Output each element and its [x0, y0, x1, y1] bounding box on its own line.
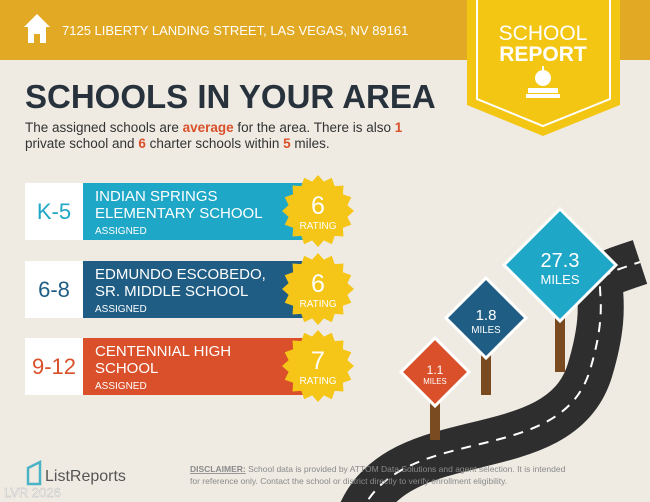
- disclaimer: for reference only. Contact the school o…: [190, 476, 507, 486]
- road-line: [365, 261, 641, 502]
- grade: 9-12: [32, 354, 76, 379]
- intro-text: charter schools within: [146, 136, 283, 151]
- intro-text: The assigned schools are: [25, 120, 183, 135]
- sign: [398, 335, 472, 409]
- address: 7125 LIBERTY LANDING STREET, LAS VEGAS, …: [62, 23, 408, 38]
- distance-unit: MILES: [540, 272, 579, 287]
- sign: [501, 206, 619, 324]
- badge-line: REPORT: [499, 43, 587, 66]
- school-bar: [83, 261, 305, 318]
- distance: 1.1: [427, 363, 444, 377]
- intro-highlight: 6: [138, 136, 146, 151]
- school-status: ASSIGNED: [95, 304, 147, 315]
- school-bar: [83, 183, 305, 240]
- grade: 6-8: [38, 277, 70, 302]
- rating-label: RATING: [299, 221, 336, 232]
- school-name: INDIAN SPRINGS: [95, 188, 218, 205]
- distance-unit: MILES: [471, 325, 501, 336]
- intro-text: miles.: [291, 136, 330, 151]
- rating-label: RATING: [299, 299, 336, 310]
- intro-text: for the area. There is also: [234, 120, 395, 135]
- title: SCHOOLS IN YOUR AREA: [25, 78, 436, 115]
- distance: 1.8: [476, 307, 497, 324]
- watermark: LVR 2026: [4, 485, 61, 500]
- rating-burst: [282, 253, 354, 325]
- intro-text: private school and: [25, 136, 138, 151]
- school-name: CENTENNIAL HIGH: [95, 343, 231, 360]
- distance: 27.3: [541, 250, 580, 272]
- school-status: ASSIGNED: [95, 226, 147, 237]
- apple-book-icon: [526, 66, 560, 98]
- sign: [443, 275, 529, 361]
- grade-box: [25, 338, 83, 395]
- grade: K-5: [37, 199, 71, 224]
- badge-outline: [476, 0, 611, 128]
- rating-burst: [282, 175, 354, 247]
- school-name: SR. MIDDLE SCHOOL: [95, 283, 248, 300]
- school-name: SCHOOL: [95, 360, 158, 377]
- home-icon: [24, 14, 50, 43]
- badge-line: SCHOOL: [499, 22, 588, 45]
- rating: 7: [311, 347, 325, 375]
- disclaimer-label: DISCLAIMER:: [190, 464, 246, 474]
- intro-highlight: 5: [283, 136, 291, 151]
- disclaimer: DISCLAIMER: School data is provided by A…: [190, 464, 566, 474]
- intro-highlight: 1: [395, 120, 403, 135]
- brand: ListReports: [45, 468, 126, 485]
- school-name: ELEMENTARY SCHOOL: [95, 205, 263, 222]
- school-name: EDMUNDO ESCOBEDO,: [95, 266, 266, 283]
- intro-line: The assigned schools are average for the…: [25, 120, 403, 135]
- grade-box: [25, 183, 83, 240]
- rating: 6: [311, 192, 325, 220]
- rating-burst: [282, 330, 354, 402]
- school-bar: [83, 338, 305, 395]
- distance-unit: MILES: [423, 377, 446, 386]
- intro-line: private school and 6 charter schools wit…: [25, 136, 330, 151]
- rating: 6: [311, 270, 325, 298]
- disclaimer-text: School data is provided by ATTOM Data So…: [246, 464, 566, 474]
- school-status: ASSIGNED: [95, 381, 147, 392]
- brand-logo: [26, 459, 42, 486]
- grade-box: [25, 261, 83, 318]
- rating-label: RATING: [299, 376, 336, 387]
- intro-highlight: average: [183, 120, 235, 135]
